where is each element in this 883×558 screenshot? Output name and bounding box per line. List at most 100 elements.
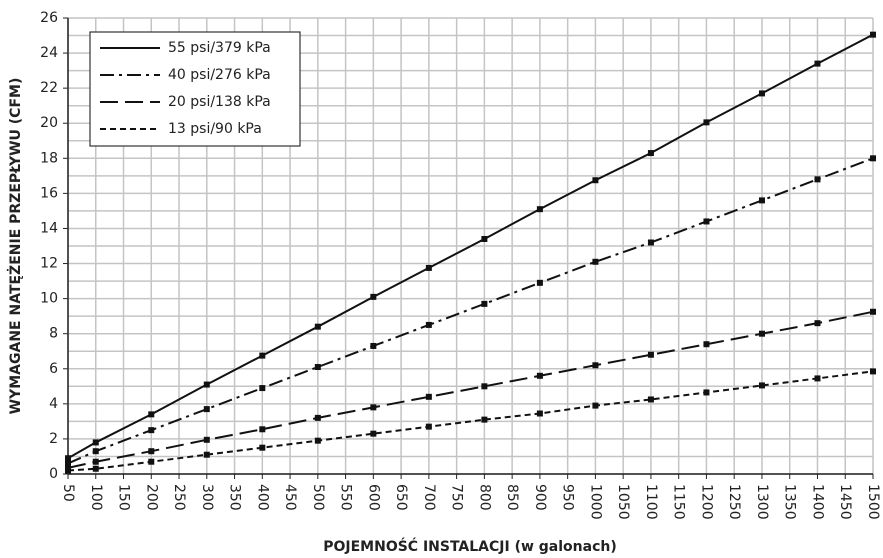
point-marker [370,342,377,349]
x-tick-label: 850 [504,484,520,511]
y-tick-label: 24 [40,45,58,61]
point-marker [758,90,765,97]
x-axis-label: POJEMNOŚĆ INSTALACJI (w galonach) [323,537,617,555]
point-marker [592,177,599,184]
point-marker [425,321,432,328]
point-marker [259,352,266,359]
x-tick-label: 650 [393,484,409,511]
y-tick-label: 8 [49,326,58,342]
point-marker [592,402,599,409]
point-marker [314,364,321,371]
point-marker [203,451,210,458]
point-marker [425,264,432,271]
point-marker [203,436,210,443]
point-marker [65,460,71,467]
point-marker [259,385,266,392]
point-marker [592,258,599,265]
x-tick-label: 1200 [698,484,714,520]
point-marker [425,423,432,430]
point-marker [92,458,99,465]
point-marker [259,444,266,451]
point-marker [148,458,155,465]
point-marker [647,396,654,403]
point-marker [481,235,488,242]
point-marker [647,239,654,246]
point-marker [314,323,321,330]
series-line [67,157,874,465]
point-marker [148,427,155,434]
point-marker [481,416,488,423]
point-marker [370,293,377,300]
point-marker [592,362,599,369]
x-tick-label: 1250 [726,484,742,520]
y-axis-label: WYMAGANE NATĘŻENIE PRZEPŁYWU (CFM) [7,78,24,415]
point-marker [481,300,488,307]
legend-box [89,31,301,147]
x-tick-label: 400 [254,484,270,511]
point-marker [65,455,71,462]
x-tick-label: 550 [338,484,354,511]
series-line [67,33,874,460]
point-marker [870,368,876,375]
x-tick-label: 800 [476,484,492,511]
x-tick-label: 500 [310,484,326,511]
point-marker [703,119,710,126]
point-marker [92,448,99,455]
point-marker [92,439,99,446]
point-marker [870,308,876,315]
point-marker [814,60,821,67]
y-tick-label: 14 [40,220,58,236]
point-marker [536,206,543,213]
point-marker [703,341,710,348]
y-tick-label: 22 [40,80,58,96]
point-marker [703,218,710,225]
point-marker [647,150,654,157]
x-tick-label: 750 [449,484,465,511]
x-tick-label: 600 [365,484,381,511]
point-marker [259,426,266,433]
legend-label: 55 psi/379 kPa [168,40,271,56]
point-marker [814,176,821,183]
point-marker [65,467,71,474]
x-tick-label: 1150 [671,484,687,520]
x-tick-label: 700 [421,484,437,511]
x-tick-label: 1300 [754,484,770,520]
point-marker [203,406,210,413]
x-tick-label: 1450 [837,484,853,520]
point-marker [370,430,377,437]
y-tick-label: 10 [40,291,58,307]
y-tick-label: 0 [49,466,58,482]
legend-label: 20 psi/138 kPa [168,94,271,110]
point-marker [758,382,765,389]
point-marker [314,414,321,421]
legend-label: 13 psi/90 kPa [168,121,262,137]
point-marker [647,351,654,358]
point-marker [92,465,99,472]
x-tick-label: 200 [143,484,159,511]
x-tick-label: 450 [282,484,298,511]
series-line [67,310,874,469]
point-marker [203,381,210,388]
y-tick-label: 4 [49,396,58,412]
x-tick-label: 150 [116,484,132,511]
point-marker [536,372,543,379]
x-tick-label: 1000 [587,484,603,520]
point-marker [758,330,765,337]
point-marker [758,197,765,204]
x-tick-label: 1400 [809,484,825,520]
point-marker [536,279,543,286]
point-marker [814,375,821,382]
x-tick-label: 1500 [865,484,881,520]
x-tick-label: 1350 [782,484,798,520]
point-marker [314,437,321,444]
series-line [67,370,874,472]
y-tick-label: 16 [40,185,58,201]
x-tick-label: 950 [560,484,576,511]
y-tick-label: 2 [49,431,58,447]
x-tick-label: 1100 [643,484,659,520]
x-tick-label: 900 [532,484,548,511]
point-marker [148,411,155,418]
x-tick-label: 50 [60,484,76,502]
y-tick-label: 12 [40,256,58,272]
